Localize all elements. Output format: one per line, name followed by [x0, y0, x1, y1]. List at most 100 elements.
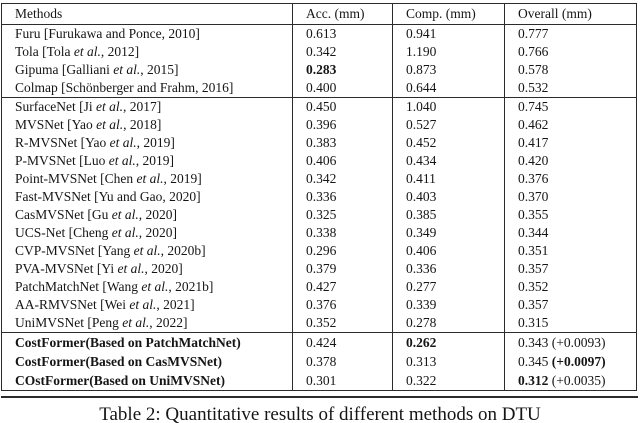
comp-text: 0.339 [406, 297, 437, 312]
overall-text: 0.420 [518, 153, 549, 168]
comp-cell: 0.403 [393, 188, 505, 206]
method-text: et al. [96, 117, 124, 132]
method-text: et al. [122, 315, 150, 330]
overall-text: 0.376 [518, 171, 549, 186]
comp-text: 0.277 [406, 279, 437, 294]
table-header-row: Methods Acc. (mm) Comp. (mm) Overall (mm… [2, 4, 636, 24]
table-row: PatchMatchNet [Wang et al., 2021b] 0.427 0… [2, 278, 636, 296]
acc-cell: 0.336 [293, 188, 393, 206]
acc-text: 0.427 [306, 279, 337, 294]
overall-cell: 0.462 [505, 116, 636, 134]
method-text: , 2018] [123, 117, 162, 132]
comp-text: 0.527 [406, 117, 437, 132]
method-cell: PatchMatchNet [Wang et al., 2021b] [2, 278, 293, 296]
table-section-traditional: Furu [Furukawa and Ponce, 2010] 0.613 0.94… [2, 24, 636, 97]
comp-cell: 0.406 [393, 242, 505, 260]
method-text: , 2019] [135, 153, 174, 168]
acc-text: 0.383 [306, 135, 337, 150]
method-text: R-MVSNet [Yao [15, 135, 110, 150]
comp-cell: 0.262 [393, 333, 505, 352]
overall-text: 0.417 [518, 135, 549, 150]
overall-text: 0.343 (+0.0093) [518, 335, 606, 350]
acc-text: 0.296 [306, 243, 337, 258]
overall-cell: 0.417 [505, 134, 636, 152]
method-cell: Colmap [Schönberger and Frahm, 2016] [2, 79, 293, 97]
column-header-acc: Acc. (mm) [293, 4, 393, 24]
overall-cell: 0.777 [505, 25, 636, 43]
method-cell: MVSNet [Yao et al., 2018] [2, 116, 293, 134]
table-row: Fast-MVSNet [Yu and Gao, 2020] 0.336 0.403… [2, 188, 636, 206]
table-bottom-rule [1, 396, 638, 398]
overall-cell: 0.312 (+0.0035) [505, 371, 636, 390]
acc-text: 0.450 [306, 99, 337, 114]
acc-text: 0.379 [306, 261, 337, 276]
method-text: AA-RMVSNet [Wei [15, 297, 130, 312]
overall-text: 0.462 [518, 117, 549, 132]
overall-text: 0.766 [518, 44, 549, 59]
comp-text: 0.434 [406, 153, 437, 168]
method-text: PVA-MVSNet [Yi [15, 261, 118, 276]
method-text: PatchMatchNet [Wang [15, 279, 142, 294]
acc-text: 0.342 [306, 44, 337, 59]
acc-cell: 0.613 [293, 25, 393, 43]
overall-cell: 0.766 [505, 43, 636, 61]
method-text: Furu [Furukawa and Ponce, 2010] [15, 26, 200, 41]
overall-cell: 0.343 (+0.0093) [505, 333, 636, 352]
comp-cell: 0.277 [393, 278, 505, 296]
method-cell: COstFormer(Based on UniMVSNet) [2, 371, 293, 390]
acc-cell: 0.378 [293, 352, 393, 371]
acc-cell: 0.342 [293, 43, 393, 61]
comp-text: 1.190 [406, 44, 437, 59]
acc-cell: 0.342 [293, 170, 393, 188]
table-row: MVSNet [Yao et al., 2018] 0.396 0.527 0.462 [2, 116, 636, 134]
overall-cell: 0.351 [505, 242, 636, 260]
overall-text: 0.578 [518, 62, 549, 77]
overall-text: 0.777 [518, 26, 549, 41]
overall-text: 0.357 [518, 297, 549, 312]
method-text: et al. [113, 62, 141, 77]
acc-cell: 0.400 [293, 79, 393, 97]
comp-cell: 0.385 [393, 206, 505, 224]
comp-text: 0.452 [406, 135, 437, 150]
table-row: CVP-MVSNet [Yang et al., 2020b] 0.296 0.40… [2, 242, 636, 260]
method-cell: Fast-MVSNet [Yu and Gao, 2020] [2, 188, 293, 206]
overall-text: 0.745 [518, 99, 549, 114]
table-caption: Table 2: Quantitative results of differe… [99, 404, 541, 423]
column-header-comp: Comp. (mm) [393, 4, 505, 24]
table-row: COstFormer(Based on UniMVSNet) 0.301 0.322… [2, 371, 636, 390]
method-text: et al. [109, 135, 137, 150]
method-text: , 2019] [163, 171, 202, 186]
acc-text: 0.342 [306, 171, 337, 186]
comp-cell: 0.411 [393, 170, 505, 188]
comp-cell: 0.941 [393, 25, 505, 43]
acc-text: 0.325 [306, 207, 337, 222]
comp-text: 0.278 [406, 315, 437, 330]
comp-text: 0.644 [406, 80, 437, 95]
comp-text: 0.941 [406, 26, 437, 41]
comp-text: 0.322 [406, 373, 437, 388]
table-section-costformer: CostFormer(Based on PatchMatchNet) 0.424 0… [2, 332, 636, 390]
comp-cell: 0.644 [393, 79, 505, 97]
comp-text: 0.406 [406, 243, 437, 258]
method-text: MVSNet [Yao [15, 117, 97, 132]
method-cell: Tola [Tola et al., 2012] [2, 43, 293, 61]
method-text: Point-MVSNet [Chen [15, 171, 137, 186]
acc-text: 0.396 [306, 117, 337, 132]
method-cell: UniMVSNet [Peng et al., 2022] [2, 314, 293, 332]
method-text: et al. [111, 225, 139, 240]
method-cell: AA-RMVSNet [Wei et al., 2021] [2, 296, 293, 314]
method-text: et al. [133, 243, 161, 258]
method-text: et al. [95, 99, 123, 114]
acc-cell: 0.325 [293, 206, 393, 224]
overall-cell: 0.357 [505, 296, 636, 314]
acc-cell: 0.379 [293, 260, 393, 278]
overall-text: 0.352 [518, 279, 549, 294]
acc-text: 0.301 [306, 373, 337, 388]
method-text: et al. [117, 261, 145, 276]
acc-text: 0.424 [306, 335, 337, 350]
method-text: et al. [136, 171, 164, 186]
method-text: et al. [111, 207, 139, 222]
overall-cell: 0.344 [505, 224, 636, 242]
column-header-overall: Overall (mm) [518, 6, 592, 21]
